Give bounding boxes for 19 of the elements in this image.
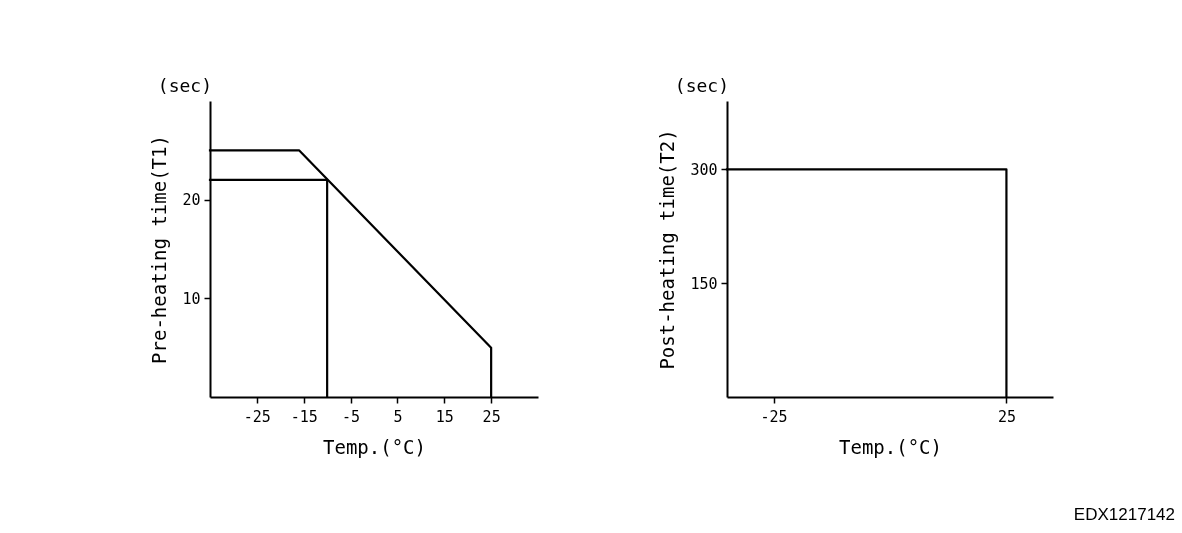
- x-tick-label: -25: [760, 407, 788, 426]
- text: (sec): [674, 75, 729, 96]
- y-tick-label: 10: [182, 289, 201, 308]
- text: (sec): [157, 75, 212, 96]
- x-tick-label: -25: [243, 407, 271, 426]
- x-tick-label: -5: [342, 407, 361, 426]
- y-axis-title: Post-heating time(T2): [656, 129, 679, 370]
- x-tick-label: 25: [482, 407, 501, 426]
- x-tick-label: 15: [435, 407, 454, 426]
- x-tick-label: 5: [393, 407, 403, 426]
- y-tick-label: 150: [690, 274, 718, 293]
- x-axis-title: Temp.(°C): [323, 435, 426, 458]
- y-tick-label: 20: [182, 191, 201, 210]
- x-tick-label: -15: [290, 407, 318, 426]
- x-axis-title: Temp.(°C): [839, 435, 942, 458]
- x-tick-label: 25: [997, 407, 1016, 426]
- y-tick-label: 300: [690, 160, 718, 179]
- text: EDX1217142: [1073, 505, 1175, 524]
- y-axis-title: Pre-heating time(T1): [148, 135, 171, 364]
